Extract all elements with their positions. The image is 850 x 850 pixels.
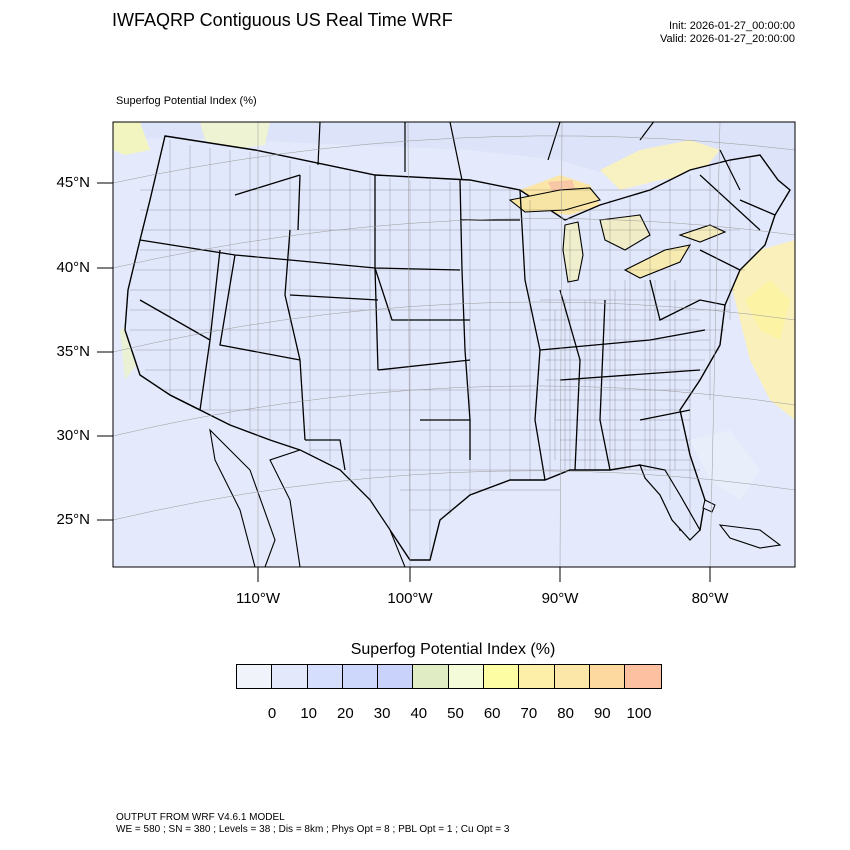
colorbar-tick-label: 30 bbox=[373, 705, 391, 722]
field-patch-nw bbox=[113, 122, 150, 155]
colorbar-title: Superfog Potential Index (%) bbox=[350, 641, 556, 658]
lon-label-100: 100°W bbox=[387, 590, 433, 607]
canada-boundaries bbox=[317, 122, 761, 231]
footer-line-1: OUTPUT FROM WRF V4.6.1 MODEL bbox=[116, 812, 285, 823]
time-stamps: Init: 2026-01-27_00:00:00 Valid: 2026-01… bbox=[660, 20, 795, 46]
colorbar-tick-label: 80 bbox=[557, 705, 574, 722]
footer-line-2: WE = 580 ; SN = 380 ; Levels = 38 ; Dis … bbox=[116, 824, 510, 835]
colorbar-tick-label: 0 bbox=[267, 705, 277, 722]
colorbar-tick-label: 40 bbox=[410, 705, 428, 722]
lake-ontario bbox=[678, 224, 727, 243]
county-mesh bbox=[130, 140, 755, 560]
colorbar-tick-label: 50 bbox=[447, 705, 464, 722]
lon-label-90: 90°W bbox=[541, 590, 579, 607]
axis-ticks bbox=[97, 182, 711, 582]
colorbar-cell-1 bbox=[272, 665, 308, 688]
field-label: Superfog Potential Index (%) bbox=[116, 95, 257, 107]
colorbar-cell-0 bbox=[237, 665, 273, 688]
valid-time: Valid: 2026-01-27_20:00:00 bbox=[660, 33, 795, 45]
lon-label-80: 80°W bbox=[691, 590, 729, 607]
lake-erie bbox=[623, 244, 692, 279]
map-frame bbox=[112, 121, 796, 568]
map-title: IWFAQRP Contiguous US Real Time WRF bbox=[112, 10, 453, 30]
model-footer: OUTPUT FROM WRF V4.6.1 MODEL WE = 580 ; … bbox=[116, 812, 509, 836]
colorbar-tick-label: 70 bbox=[520, 705, 538, 722]
colorbar-cell-10 bbox=[589, 665, 626, 688]
field-patch-atlantic-south bbox=[690, 430, 760, 500]
colorbar-cell-4 bbox=[378, 665, 414, 688]
cuba bbox=[718, 524, 782, 549]
colorbar-cell-8 bbox=[519, 665, 555, 688]
colorbar-cell-9 bbox=[554, 665, 590, 688]
colorbar-tick-label: 60 bbox=[483, 705, 501, 722]
field-patch-ontario bbox=[600, 140, 720, 190]
lon-label-110: 110°W bbox=[235, 590, 281, 607]
map-panel bbox=[113, 122, 795, 567]
field-patch-atlantic-core bbox=[745, 280, 790, 340]
graticule bbox=[113, 122, 795, 567]
colorbar-cell-2 bbox=[307, 665, 343, 688]
colorbar-tick-label: 20 bbox=[337, 705, 354, 722]
lat-label-30: 30°N bbox=[56, 427, 90, 444]
init-time: Init: 2026-01-27_00:00:00 bbox=[669, 20, 795, 32]
lat-label-45: 45°N bbox=[56, 174, 90, 191]
lat-label-35: 35°N bbox=[56, 343, 90, 360]
canada-region bbox=[113, 122, 795, 200]
lat-label-40: 40°N bbox=[56, 259, 90, 276]
colorbar-cell-11 bbox=[625, 665, 661, 688]
colorbar-tick-label: 10 bbox=[300, 705, 318, 722]
colorbar-tick-label: 90 bbox=[593, 705, 611, 722]
mexico-region bbox=[269, 449, 406, 567]
colorbar bbox=[236, 664, 662, 689]
colorbar-cell-3 bbox=[342, 665, 379, 688]
colorbar-tick-label: 100 bbox=[626, 705, 652, 722]
colorbar-cell-7 bbox=[484, 665, 520, 688]
colorbar-cell-6 bbox=[448, 665, 485, 688]
lake-huron bbox=[599, 214, 651, 251]
colorbar-cell-5 bbox=[413, 665, 449, 688]
baja-california bbox=[209, 428, 276, 567]
field-patch-bc bbox=[200, 122, 270, 150]
lat-label-25: 25°N bbox=[56, 511, 90, 528]
